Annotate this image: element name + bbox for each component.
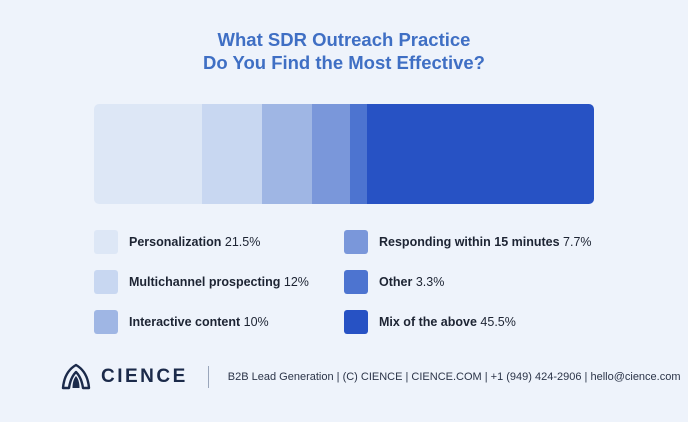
legend-swatch-5 <box>344 310 368 334</box>
footer: CIENCE B2B Lead Generation | (C) CIENCE … <box>60 363 681 391</box>
footer-contact-text: B2B Lead Generation | (C) CIENCE | CIENC… <box>227 371 681 383</box>
legend-series-value-2: 10% <box>240 315 269 329</box>
legend-item-0: Personalization 21.5% <box>94 230 260 254</box>
legend-swatch-0 <box>94 230 118 254</box>
legend-swatch-1 <box>94 270 118 294</box>
legend-series-name-4: Other <box>379 275 413 289</box>
legend-item-4: Other 3.3% <box>344 270 444 294</box>
legend-text-2: Interactive content 10% <box>129 315 269 329</box>
legend-series-name-0: Personalization <box>129 235 222 249</box>
legend-swatch-4 <box>344 270 368 294</box>
legend-item-3: Responding within 15 minutes 7.7% <box>344 230 592 254</box>
bar-segment-4 <box>350 104 367 204</box>
legend-item-2: Interactive content 10% <box>94 310 269 334</box>
legend-item-5: Mix of the above 45.5% <box>344 310 516 334</box>
chart-title-line-1: What SDR Outreach Practice <box>217 29 471 50</box>
chart-title-line-2: Do You Find the Most Effective? <box>203 52 485 73</box>
bar-segment-2 <box>261 104 312 204</box>
legend-series-value-4: 3.3% <box>412 275 445 289</box>
legend-series-name-3: Responding within 15 minutes <box>379 235 560 249</box>
legend-series-value-0: 21.5% <box>221 235 261 249</box>
stacked-bar <box>94 104 594 204</box>
legend-text-1: Multichannel prospecting 12% <box>129 275 309 289</box>
legend-text-5: Mix of the above 45.5% <box>379 315 516 329</box>
brand-name: CIENCE <box>101 366 188 387</box>
legend-text-4: Other 3.3% <box>379 275 444 289</box>
legend-series-name-5: Mix of the above <box>379 315 477 329</box>
legend-series-value-3: 7.7% <box>559 235 592 249</box>
legend-text-0: Personalization 21.5% <box>129 235 260 249</box>
legend-series-name-2: Interactive content <box>129 315 241 329</box>
legend-text-3: Responding within 15 minutes 7.7% <box>379 235 592 249</box>
legend-series-value-5: 45.5% <box>476 315 516 329</box>
legend-swatch-3 <box>344 230 368 254</box>
legend-series-value-1: 12% <box>280 275 309 289</box>
legend-swatch-2 <box>94 310 118 334</box>
bar-segment-1 <box>201 104 262 204</box>
cience-logo-icon <box>61 363 91 390</box>
footer-divider <box>207 366 209 388</box>
chart-title: What SDR Outreach Practice Do You Find t… <box>0 28 688 74</box>
bar-segment-0 <box>94 104 202 204</box>
bar-segment-3 <box>311 104 350 204</box>
legend-series-name-1: Multichannel prospecting <box>129 275 281 289</box>
legend-item-1: Multichannel prospecting 12% <box>94 270 309 294</box>
bar-segment-5 <box>366 104 594 204</box>
